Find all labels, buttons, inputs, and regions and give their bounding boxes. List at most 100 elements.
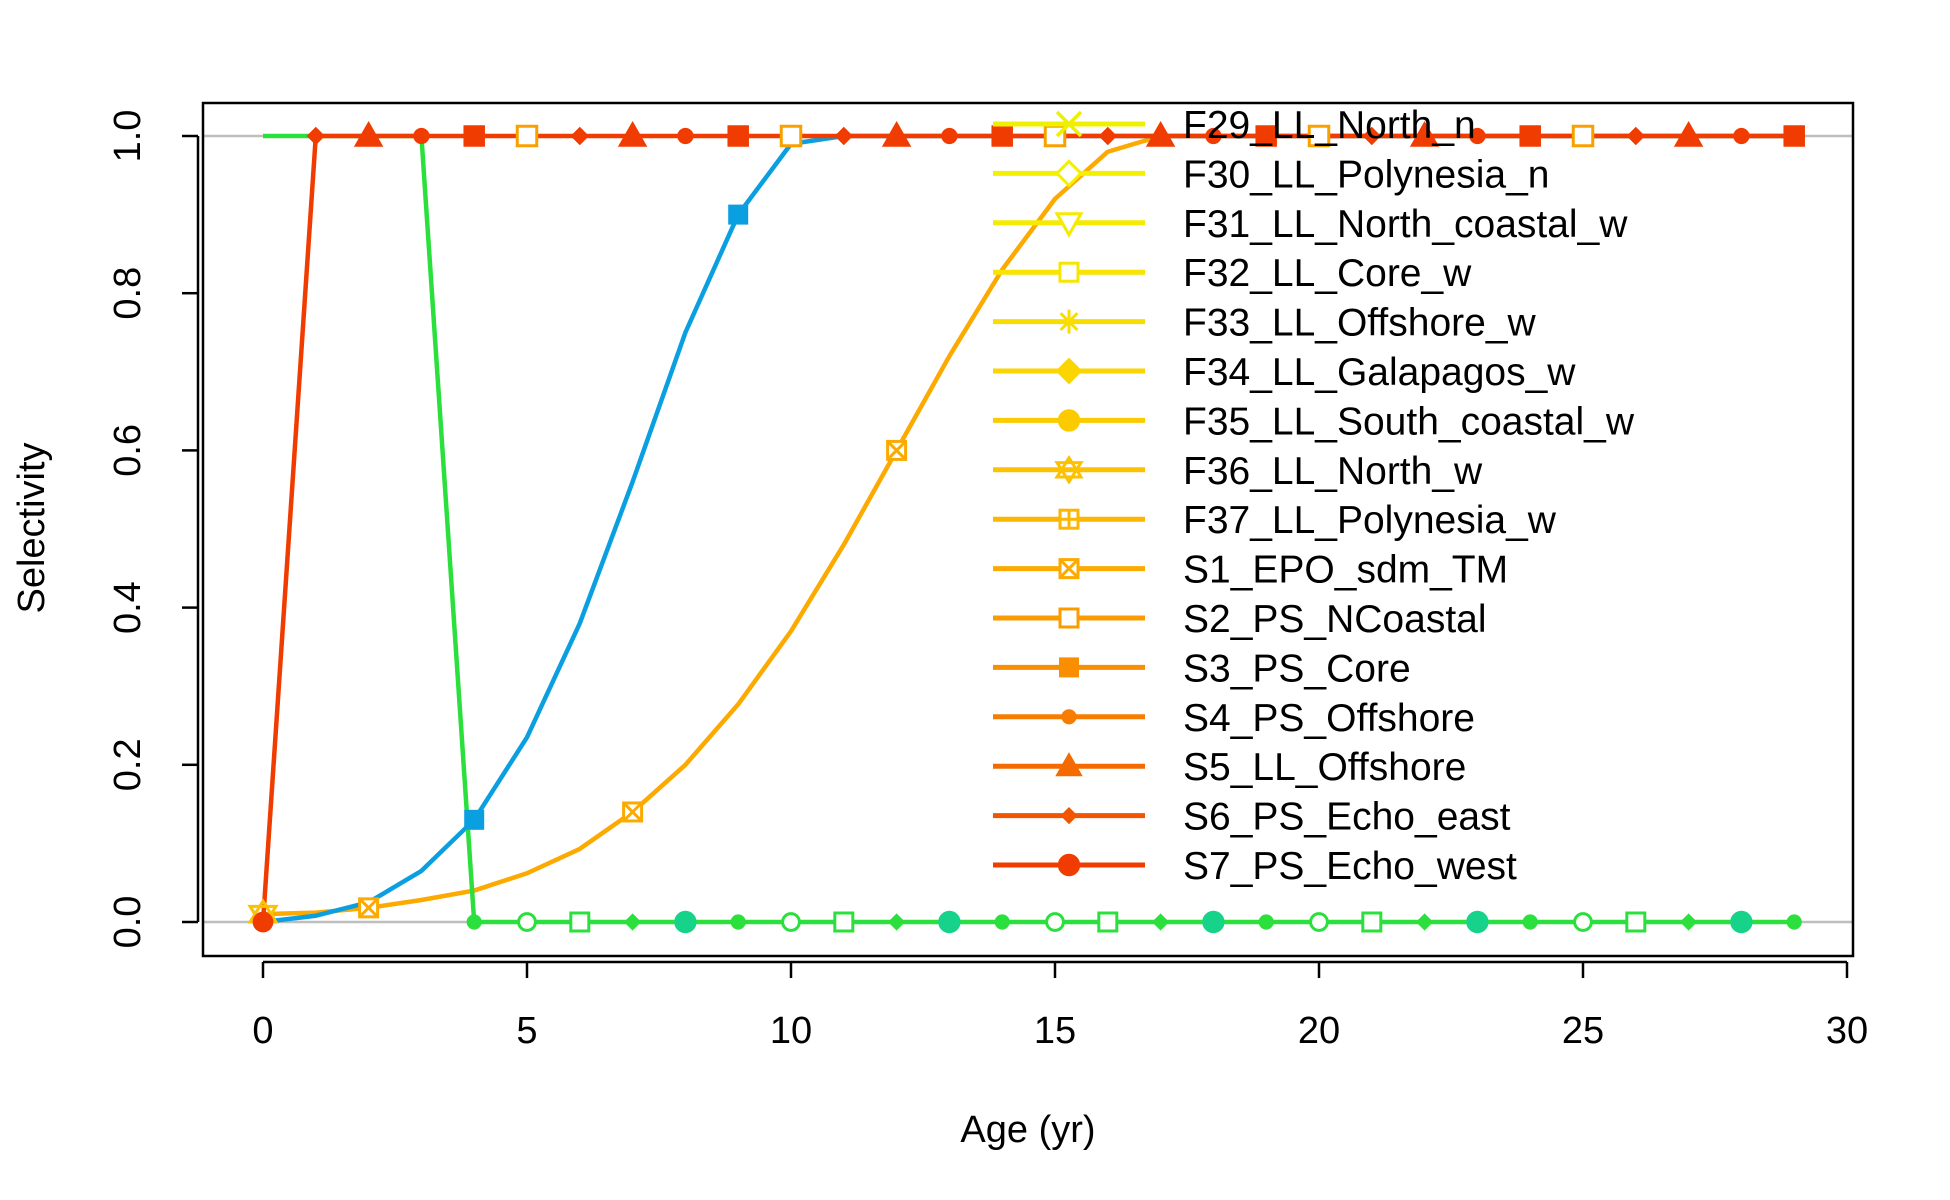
data-point: [677, 127, 694, 145]
data-point: [358, 897, 379, 918]
legend-label: S6_PS_Echo_east: [1183, 796, 1511, 839]
legend-item: F31_LL_North_coastal_w: [993, 203, 1628, 246]
data-point: [413, 127, 430, 145]
data-point: [674, 910, 697, 934]
data-point: [730, 914, 746, 930]
legend-label: F36_LL_North_w: [1183, 450, 1483, 493]
data-point: [1058, 558, 1080, 579]
series-markers-group: [464, 204, 749, 830]
data-point: [517, 912, 537, 932]
data-point: [1255, 125, 1277, 147]
data-point: [353, 120, 384, 147]
y-axis: 0.0 0.2 0.4 0.6 0.8 1.0: [107, 110, 200, 949]
legend-item: S6_PS_Echo_east: [993, 796, 1511, 839]
legend-item: S2_PS_NCoastal: [993, 598, 1487, 641]
data-point: [1673, 120, 1704, 147]
data-point: [1057, 309, 1081, 334]
data-point: [1415, 913, 1434, 931]
data-point: [1626, 126, 1646, 146]
data-point: [1057, 853, 1081, 877]
data-point: [1202, 910, 1225, 934]
x-tick-label: 10: [770, 1010, 812, 1052]
legend-label: F30_LL_Polynesia_n: [1183, 153, 1549, 196]
data-point: [1469, 127, 1486, 145]
data-point: [1307, 124, 1331, 148]
y-tick-label: 0.2: [107, 738, 149, 791]
x-tick-label: 20: [1298, 1010, 1340, 1052]
data-point: [622, 801, 643, 823]
data-point: [1309, 912, 1329, 932]
legend-label: S2_PS_NCoastal: [1183, 598, 1487, 641]
data-point: [994, 914, 1010, 930]
data-point: [570, 126, 590, 146]
x-axis: 0 5 10 15 20 25 30: [252, 960, 1868, 1052]
data-point: [1098, 126, 1118, 146]
data-point: [1054, 159, 1084, 188]
legend-label: F29_LL_North_n: [1183, 104, 1476, 147]
data-point: [886, 440, 907, 461]
data-point: [1362, 126, 1382, 146]
legend-item: S4_PS_Offshore: [993, 697, 1475, 740]
data-point: [1783, 125, 1805, 147]
data-point: [1060, 510, 1078, 529]
data-point: [1786, 914, 1802, 930]
data-point: [834, 126, 854, 146]
data-point: [1409, 120, 1440, 147]
data-point: [941, 127, 958, 145]
data-point: [617, 120, 648, 147]
data-point: [1205, 127, 1222, 145]
legend: F29_LL_North_n F30_LL_Polynesia_n F31_LL_N…: [993, 104, 1635, 888]
y-tick-label: 0.8: [107, 267, 149, 320]
x-tick-label: 5: [516, 1010, 537, 1052]
data-point: [464, 809, 485, 830]
legend-label: S3_PS_Core: [1183, 647, 1411, 690]
data-point: [1057, 409, 1081, 432]
series-markers-group: [247, 439, 908, 930]
data-point: [515, 124, 539, 148]
legend-label: S4_PS_Offshore: [1183, 697, 1475, 740]
data-point: [1733, 127, 1750, 145]
data-point: [1058, 261, 1080, 283]
data-point: [1573, 912, 1593, 932]
legend-item: F29_LL_North_n: [993, 104, 1476, 147]
x-tick-label: 30: [1826, 1010, 1868, 1052]
legend-item: S1_EPO_sdm_TM: [993, 549, 1508, 592]
data-point: [833, 911, 855, 933]
legend-label: F33_LL_Offshore_w: [1183, 302, 1537, 345]
x-tick-label: 15: [1034, 1010, 1076, 1052]
data-point: [1145, 120, 1176, 147]
data-point: [1058, 607, 1080, 629]
data-point: [1522, 914, 1538, 930]
legend-label: F34_LL_Galapagos_w: [1183, 351, 1576, 394]
series-line: [262, 133, 1795, 925]
data-point: [881, 120, 912, 147]
data-point: [306, 126, 326, 146]
x-tick-label: 0: [252, 1010, 273, 1052]
legend-item: S5_LL_Offshore: [993, 746, 1466, 789]
data-point: [1571, 124, 1595, 148]
data-point: [727, 125, 749, 147]
y-tick-label: 0.4: [107, 581, 149, 634]
data-point: [991, 125, 1013, 147]
y-tick-label: 0.0: [107, 896, 149, 949]
y-tick-label: 1.0: [107, 110, 149, 163]
data-point: [1466, 910, 1489, 934]
legend-label: F35_LL_South_coastal_w: [1183, 400, 1635, 443]
legend-label: S1_EPO_sdm_TM: [1183, 549, 1508, 592]
data-point: [1055, 752, 1083, 777]
legend-label: F32_LL_Core_w: [1183, 252, 1472, 295]
data-point: [1625, 911, 1647, 933]
data-point: [781, 912, 801, 932]
data-point: [779, 124, 803, 148]
data-point: [938, 910, 961, 934]
data-point: [466, 914, 482, 930]
legend-item: S3_PS_Core: [993, 647, 1411, 690]
series-line: [263, 133, 1795, 925]
data-point: [1151, 913, 1170, 931]
legend-item: F35_LL_South_coastal_w: [993, 400, 1635, 443]
x-axis-title: Age (yr): [960, 1109, 1095, 1151]
legend-item: F30_LL_Polynesia_n: [993, 153, 1549, 196]
legend-item: S7_PS_Echo_west: [993, 845, 1517, 888]
data-point: [1054, 454, 1084, 479]
